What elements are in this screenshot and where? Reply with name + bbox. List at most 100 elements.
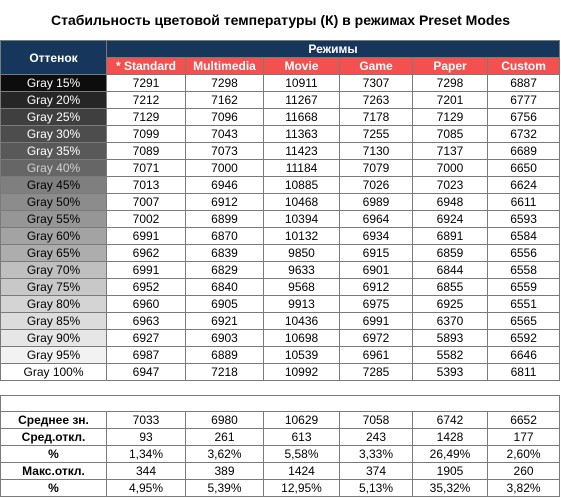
stats-cell: 1905 [412,462,488,480]
table-row: Gray 20% 7212 7162 11267 7263 7201 6777 [0,91,561,109]
stats-row: % 4,95% 5,39% 12,95% 5,13% 35,32% 3,82% [0,479,561,497]
table-cell: 7298 [412,74,488,92]
table-cell: 6991 [106,227,186,245]
shade-label: Gray 30% [0,125,107,143]
table-row: Gray 55% 7002 6899 10394 6964 6924 6593 [0,210,561,228]
table-cell: 6915 [339,244,413,262]
stats-cell: 93 [106,428,186,446]
table-cell: 6987 [106,346,186,364]
table-row: Gray 40% 7071 7000 11184 7079 7000 6650 [0,159,561,177]
mode-header-2: Movie [263,57,340,75]
mode-header-1: Multimedia [185,57,264,75]
stats-cell: 261 [185,428,264,446]
shade-label: Gray 70% [0,261,107,279]
table-row: Gray 75% 6952 6840 9568 6912 6855 6559 [0,278,561,296]
table-cell: 6946 [185,176,264,194]
stats-cell: 613 [263,428,340,446]
table-cell: 6839 [185,244,264,262]
table-cell: 7000 [412,159,488,177]
mode-header-3: Game [339,57,413,75]
table-cell: 6921 [185,312,264,330]
table-cell: 6972 [339,329,413,347]
stats-cell: 3,33% [339,445,413,463]
table-cell: 6870 [185,227,264,245]
table-cell: 7218 [185,363,264,381]
stats-row: Макс.откл. 344 389 1424 374 1905 260 [0,462,561,480]
table-cell: 6840 [185,278,264,296]
table-row: Gray 80% 6960 6905 9913 6975 6925 6551 [0,295,561,313]
table-cell: 7130 [339,142,413,160]
stats-cell: 243 [339,428,413,446]
table-cell: 10468 [263,193,340,211]
stats-row: Среднее зн. 7033 6980 10629 7058 6742 6652 [0,411,561,429]
table-cell: 6689 [486,142,561,160]
shade-column-header: Оттенок [0,40,107,75]
stats-label: Макс.откл. [0,462,107,480]
table-cell: 10394 [263,210,340,228]
stats-cell: 5,13% [339,479,413,497]
table-cell: 5893 [412,329,488,347]
table-cell: 11184 [263,159,340,177]
stats-cell: 26,49% [412,445,488,463]
stats-cell: 6742 [412,411,488,429]
table-row: Gray 60% 6991 6870 10132 6934 6891 6584 [0,227,561,245]
table-row: Gray 85% 6963 6921 10436 6991 6370 6565 [0,312,561,330]
table-cell: 10132 [263,227,340,245]
table-cell: 6962 [106,244,186,262]
stats-cell: 6652 [486,411,561,429]
table-cell: 10911 [263,74,340,92]
table-cell: 7201 [412,91,488,109]
shade-label: Gray 55% [0,210,107,228]
table-cell: 11423 [263,142,340,160]
table-cell: 5393 [412,363,488,381]
shade-label: Gray 20% [0,91,107,109]
stats-label: % [0,479,107,497]
table-cell: 6934 [339,227,413,245]
table-cell: 7002 [106,210,186,228]
table-cell: 6611 [486,193,561,211]
color-temperature-table: Оттенок Режимы * Standard Multimedia Movie… [0,40,561,497]
stats-label: Сред.откл. [0,428,107,446]
table-row: Gray 25% 7129 7096 11668 7178 7129 6756 [0,108,561,126]
table-cell: 6963 [106,312,186,330]
table-cell: 6624 [486,176,561,194]
table-cell: 6960 [106,295,186,313]
table-cell: 7071 [106,159,186,177]
table-cell: 7000 [185,159,264,177]
table-cell: 6891 [412,227,488,245]
table-cell: 6948 [412,193,488,211]
table-cell: 6756 [486,108,561,126]
table-row: Gray 95% 6987 6889 10539 6961 5582 6646 [0,346,561,364]
table-cell: 7212 [106,91,186,109]
table-cell: 7263 [339,91,413,109]
table-cell: 6565 [486,312,561,330]
stats-cell: 3,62% [185,445,264,463]
mode-header-5: Custom [486,57,561,75]
shade-label: Gray 95% [0,346,107,364]
table-cell: 7298 [185,74,264,92]
table-cell: 7026 [339,176,413,194]
shade-label: Gray 25% [0,108,107,126]
table-cell: 6927 [106,329,186,347]
shade-label: Gray 35% [0,142,107,160]
shade-label: Gray 90% [0,329,107,347]
table-cell: 6592 [486,329,561,347]
table-cell: 6961 [339,346,413,364]
stats-cell: 1,34% [106,445,186,463]
table-cell: 6559 [486,278,561,296]
stats-cell: 374 [339,462,413,480]
table-cell: 7137 [412,142,488,160]
table-cell: 7023 [412,176,488,194]
table-cell: 6964 [339,210,413,228]
shade-label: Gray 75% [0,278,107,296]
table-cell: 6952 [106,278,186,296]
table-cell: 9633 [263,261,340,279]
stats-cell: 35,32% [412,479,488,497]
table-cell: 9850 [263,244,340,262]
stats-row: Сред.откл. 93 261 613 243 1428 177 [0,428,561,446]
table-row: Gray 90% 6927 6903 10698 6972 5893 6592 [0,329,561,347]
table-cell: 6925 [412,295,488,313]
table-cell: 7013 [106,176,186,194]
table-cell: 5582 [412,346,488,364]
table-cell: 7099 [106,125,186,143]
